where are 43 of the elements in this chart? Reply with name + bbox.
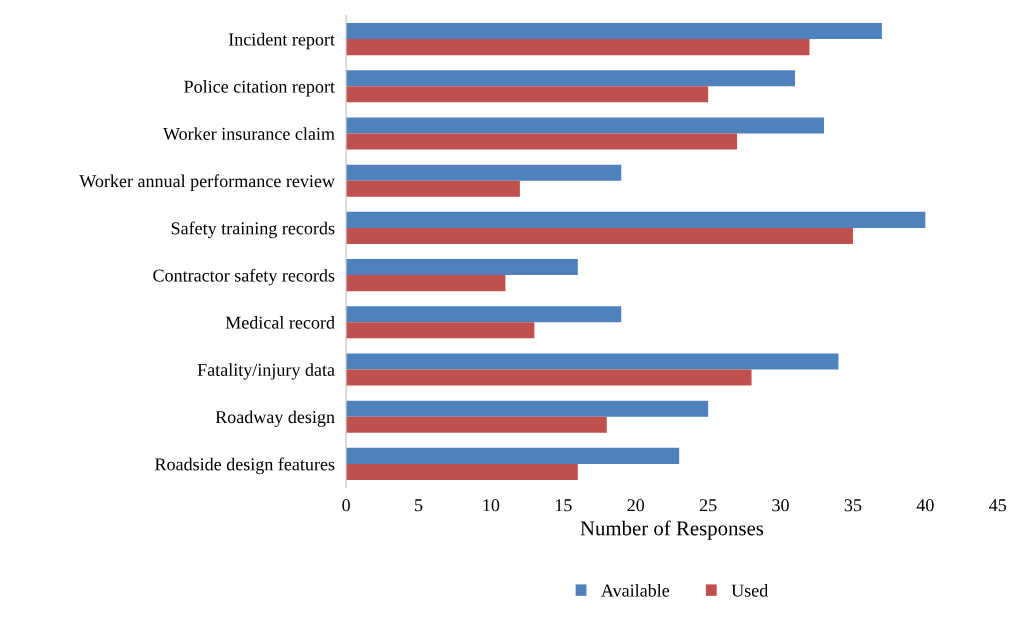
x-tick-label: 0 [342, 499, 350, 512]
bar [346, 86, 709, 103]
y-tick-label: Medical record [225, 316, 335, 329]
legend-label: Available [601, 583, 670, 597]
x-tick-label: 45 [989, 499, 1007, 512]
x-tick-label: 40 [916, 499, 934, 512]
bar [346, 369, 752, 386]
x-tick-label: 25 [699, 499, 717, 512]
x-tick-label: 5 [415, 499, 423, 512]
x-tick-label: 20 [627, 499, 645, 512]
bar [346, 180, 520, 197]
bar [346, 400, 709, 417]
y-tick-label: Fatality/injury data [197, 363, 335, 380]
bar [346, 117, 824, 134]
x-tick-label: 10 [483, 499, 500, 512]
x-axis-title: Number of Responses [580, 520, 764, 540]
y-tick-label: Worker insurance claim [163, 127, 335, 141]
bar [346, 39, 810, 56]
y-tick-label: Roadside design features [155, 457, 335, 475]
bar [346, 447, 680, 464]
x-tick-label: 35 [844, 499, 862, 512]
bar [346, 463, 578, 480]
x-tick-label: 15 [555, 499, 572, 512]
bar [346, 275, 506, 292]
y-tick-label: Incident report [228, 32, 335, 50]
y-tick-label: Worker annual performance review [79, 174, 335, 191]
bar [346, 211, 926, 228]
bar [346, 353, 839, 370]
bar [346, 259, 578, 276]
bar [346, 70, 796, 87]
bar [346, 416, 607, 433]
bar [346, 322, 535, 339]
bar [346, 306, 622, 323]
y-tick-label: Contractor safety records [153, 268, 335, 286]
y-tick-label: Police citation report [184, 80, 335, 97]
legend-label: Used [731, 583, 769, 597]
bar [346, 23, 882, 40]
y-tick-label: Roadway design [215, 410, 335, 427]
bar [346, 227, 853, 244]
y-tick-label: Safety training records [171, 221, 335, 239]
bar [346, 133, 738, 150]
bar [346, 164, 622, 181]
x-tick-label: 30 [772, 499, 789, 512]
